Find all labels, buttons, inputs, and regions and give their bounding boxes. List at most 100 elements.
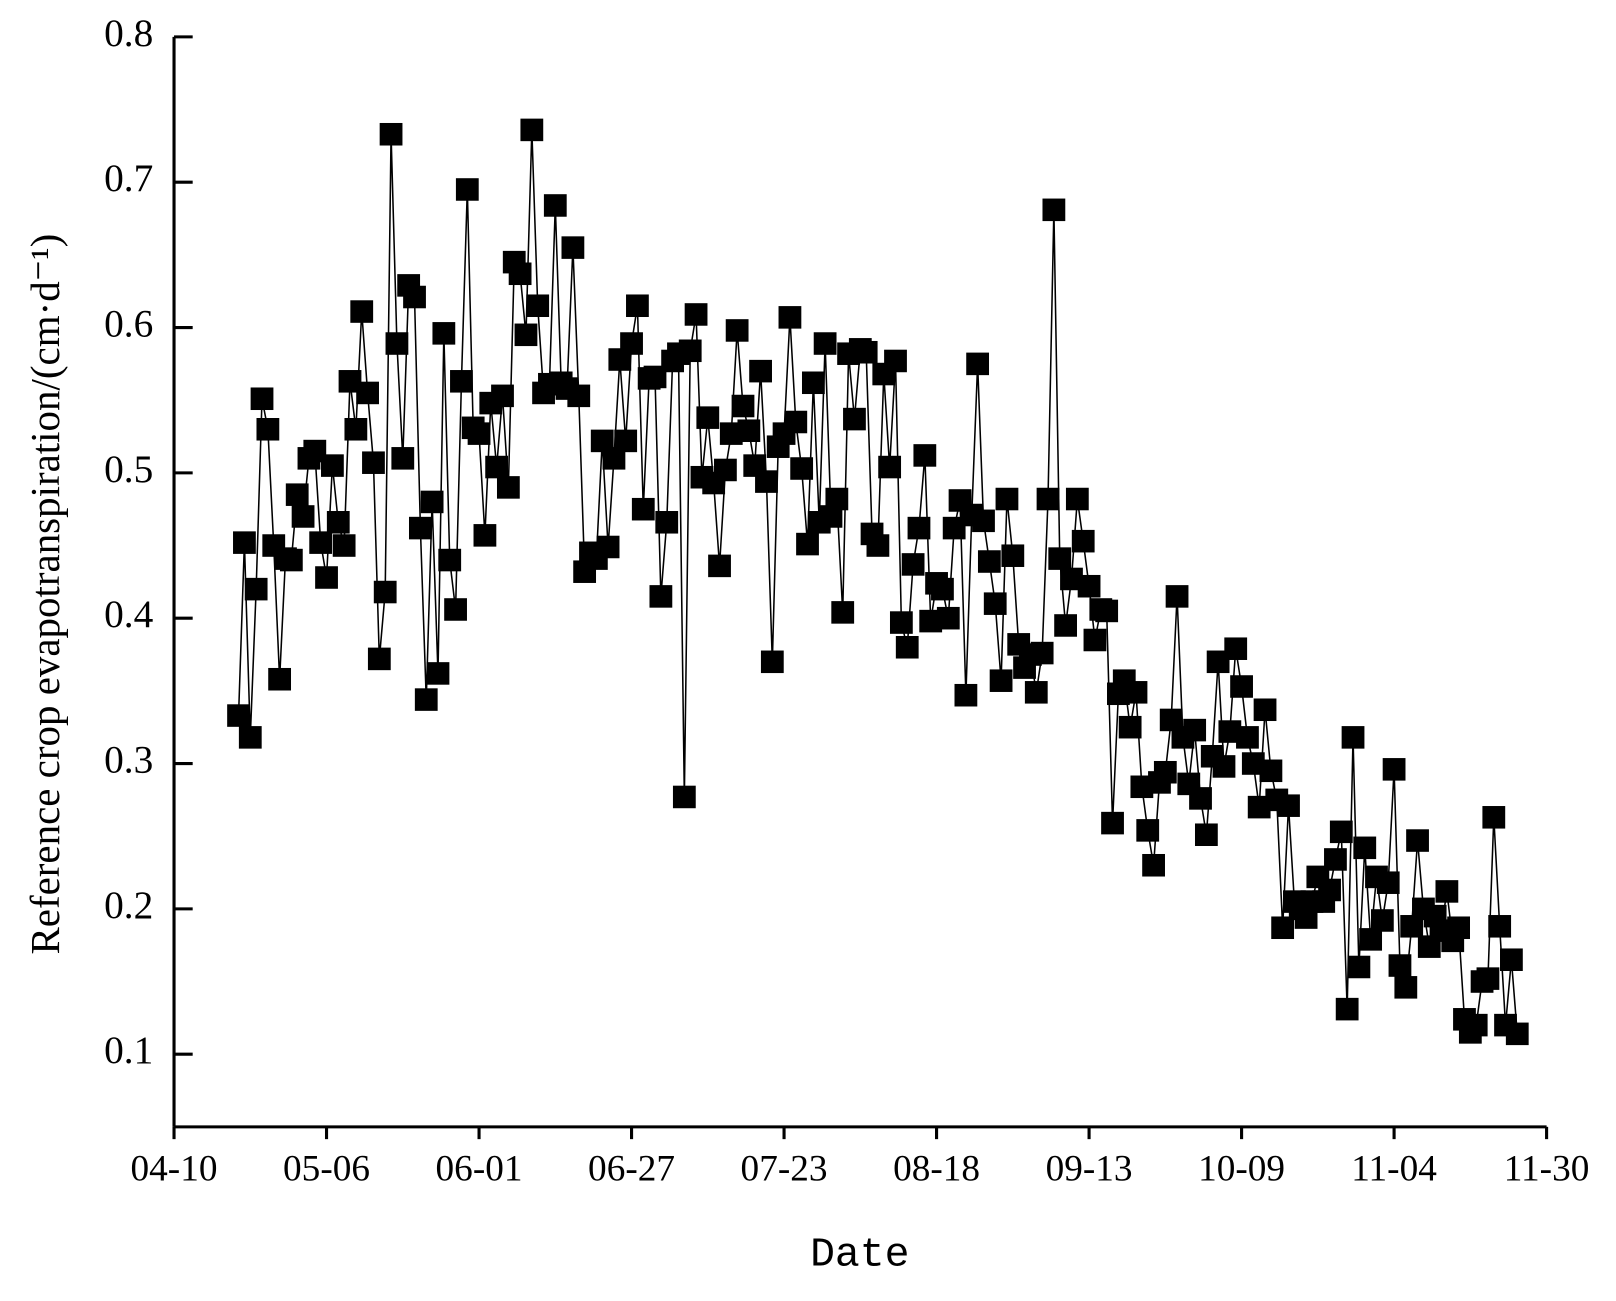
data-point [631,497,655,521]
data-point [1212,755,1236,778]
data-point [514,323,538,347]
data-point [1153,760,1177,784]
data-point [1218,720,1242,743]
data-point [1130,775,1154,799]
data-point [444,598,467,621]
data-point [942,516,966,540]
data-point [825,487,849,511]
x-tick-label: 05-06 [283,1149,370,1190]
x-tick-label: 04-10 [131,1149,218,1190]
data-point [1024,681,1048,704]
data-point [954,683,978,707]
data-point [373,580,397,604]
data-point [778,306,802,329]
data-point [321,454,344,477]
y-axis-label: Reference crop evapotranspiration/(cm·d⁻… [22,234,69,955]
data-point [1400,915,1424,938]
data-point [831,601,855,624]
data-point [315,566,338,589]
data-point [1077,574,1101,598]
data-point [714,458,737,482]
data-point [508,262,532,286]
data-point [414,688,438,711]
x-tick-label: 11-04 [1351,1149,1437,1190]
data-point [790,457,814,480]
data-point [649,585,673,608]
data-point [403,285,426,309]
data-point [1382,758,1406,781]
data-point [854,340,878,364]
data-point [801,371,825,395]
data-point [1101,811,1124,835]
data-point [1159,708,1183,732]
data-point [455,178,479,201]
data-point [977,550,1001,573]
data-point [995,487,1019,511]
data-point [1500,948,1523,971]
y-tick-label: 0.5 [104,448,153,491]
data-point [1406,829,1429,852]
data-point [696,406,720,429]
data-point [966,352,990,376]
data-point [450,370,473,393]
data-point [1376,871,1400,894]
data-point [672,785,696,809]
data-point [1071,529,1095,553]
data-point [626,294,649,318]
data-point [1165,585,1189,608]
data-point [350,300,374,323]
data-point [268,667,292,691]
data-point [309,531,333,554]
data-point [362,451,385,474]
x-tick-label: 06-27 [588,1149,675,1190]
y-tick-label: 0.1 [104,1029,153,1072]
data-point [936,606,960,630]
data-point [279,548,303,572]
data-point [708,554,731,578]
data-point [1335,997,1359,1021]
data-point [244,577,268,601]
data-point [1324,848,1347,871]
data-point [485,455,509,479]
data-point [1341,726,1365,749]
data-point [356,381,379,405]
data-point [590,429,614,453]
data-point [755,470,778,493]
data-point [1318,878,1341,902]
data-point [561,236,585,259]
data-point [884,349,907,373]
data-point [1482,806,1506,829]
data-point [819,505,843,528]
data-point [1347,955,1371,979]
data-point [385,332,409,355]
data-point [1118,715,1142,739]
data-point [303,439,327,463]
data-point [620,332,643,355]
data-point [749,359,772,383]
data-point [408,516,432,540]
data-point [725,319,749,342]
data-point [1042,198,1066,222]
y-tick-label: 0.4 [104,593,153,636]
data-point [1183,718,1207,742]
data-point [655,511,679,534]
data-point [1206,650,1230,674]
data-point [972,509,995,533]
data-point [256,418,280,441]
y-tick-label: 0.6 [104,303,153,346]
data-point [367,647,391,671]
data-point [813,332,837,355]
data-point [684,303,708,326]
data-point [614,429,638,453]
data-point [526,294,550,318]
data-point [432,322,456,345]
data-point [843,407,866,431]
x-tick-label: 08-18 [893,1149,980,1190]
x-tick-label: 09-13 [1046,1149,1133,1190]
data-point [913,444,937,467]
data-point [1060,567,1083,591]
y-tick-label: 0.3 [104,739,153,782]
data-point [1189,787,1212,810]
